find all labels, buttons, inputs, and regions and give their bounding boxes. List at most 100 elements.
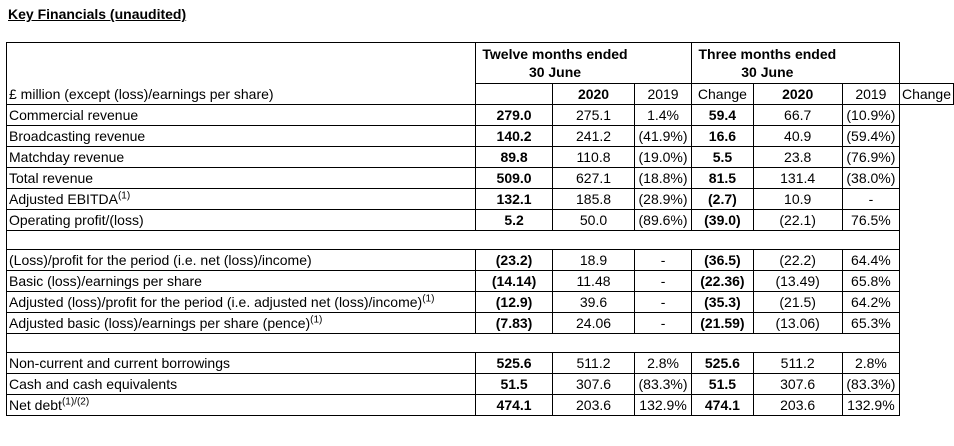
table-cell: (12.9) <box>474 291 554 313</box>
table-cell: 279.0 <box>474 104 554 126</box>
row-label: Net debt(1)/(2) <box>6 394 476 416</box>
table-cell: 11.48 <box>552 270 635 292</box>
row-label: Adjusted EBITDA(1) <box>6 188 476 210</box>
page-title: Key Financials (unaudited) <box>8 6 187 22</box>
table-row: Operating profit/(loss) 5.2 50.0 (89.6%) (39… <box>6 209 954 231</box>
table-cell: 132.1 <box>474 188 554 210</box>
table-cell: (22.1) <box>752 209 843 231</box>
table-cell: 509.0 <box>474 167 554 189</box>
table-cell: (36.5) <box>691 249 754 271</box>
table-row: Basic (loss)/earnings per share (14.14) 11… <box>6 270 954 292</box>
table-cell: 5.5 <box>691 146 754 168</box>
table-cell: (10.9%) <box>841 104 900 126</box>
table-cell: 132.9% <box>841 394 900 416</box>
table-cell: (22.2) <box>752 249 843 271</box>
table-row: Net debt(1)/(2) 474.1 203.6 132.9% 474.1 203.… <box>6 394 954 416</box>
table-row: Non-current and current borrowings 525.6 5… <box>6 352 954 374</box>
table-cell: 51.5 <box>691 373 754 395</box>
row-label: (Loss)/profit for the period (i.e. net (… <box>6 249 476 271</box>
row-label: Cash and cash equivalents <box>6 373 476 395</box>
table-row: (Loss)/profit for the period (i.e. net (… <box>6 249 954 271</box>
footnote-marker: (1)/(2) <box>61 396 90 408</box>
table-cell: 525.6 <box>691 352 754 374</box>
col-2020-three: 2020 <box>752 83 843 105</box>
table-cell: 64.4% <box>841 249 900 271</box>
table-cell: 307.6 <box>552 373 635 395</box>
table-cell: - <box>633 312 693 334</box>
table-cell: 474.1 <box>691 394 754 416</box>
table-cell: 10.9 <box>752 188 843 210</box>
table-cell: - <box>633 270 693 292</box>
table-cell: (39.0) <box>691 209 754 231</box>
table-cell: 1.4% <box>633 104 693 126</box>
table-row: Broadcasting revenue 140.2 241.2 (41.9%) 16.… <box>6 125 954 147</box>
section-spacer <box>6 230 954 250</box>
row-label: Broadcasting revenue <box>6 125 476 147</box>
row-label: Adjusted basic (loss)/earnings per share… <box>6 312 476 334</box>
table-cell: 39.6 <box>552 291 635 313</box>
table-cell: 140.2 <box>474 125 554 147</box>
table-cell: 627.1 <box>552 167 635 189</box>
table-cell: (21.5) <box>752 291 843 313</box>
footnote-marker: (1) <box>117 190 131 202</box>
table-cell: 511.2 <box>552 352 635 374</box>
row-label: Adjusted (loss)/profit for the period (i… <box>6 291 476 313</box>
table-cell: 89.8 <box>474 146 554 168</box>
table-cell: 525.6 <box>474 352 554 374</box>
table-cell: 51.5 <box>474 373 554 395</box>
table-cell: 76.5% <box>841 209 900 231</box>
table-cell: 241.2 <box>552 125 635 147</box>
table-cell: (23.2) <box>474 249 554 271</box>
financials-table: £ million (except (loss)/earnings per sh… <box>6 42 954 416</box>
table-cell: (13.49) <box>752 270 843 292</box>
table-cell: (41.9%) <box>633 125 693 147</box>
row-label: Basic (loss)/earnings per share <box>6 270 476 292</box>
table-cell: 203.6 <box>752 394 843 416</box>
table-cell: (19.0%) <box>633 146 693 168</box>
table-cell: (18.8%) <box>633 167 693 189</box>
table-cell: 132.9% <box>633 394 693 416</box>
table-cell: (13.06) <box>752 312 843 334</box>
table-cell: 65.3% <box>841 312 900 334</box>
table-row: Cash and cash equivalents 51.5 307.6 (83.3%… <box>6 373 954 395</box>
table-cell: (35.3) <box>691 291 754 313</box>
col-2019-twelve: 2019 <box>633 83 693 105</box>
table-cell: (2.7) <box>691 188 754 210</box>
three-months-header: Three months ended 30 June <box>691 42 843 84</box>
table-cell: 185.8 <box>552 188 635 210</box>
table-cell: (14.14) <box>474 270 554 292</box>
table-cell: (7.83) <box>474 312 554 334</box>
table-cell: - <box>633 291 693 313</box>
row-label: Operating profit/(loss) <box>6 209 476 231</box>
table-cell: 511.2 <box>752 352 843 374</box>
table-cell: - <box>841 188 900 210</box>
table-cell: 131.4 <box>752 167 843 189</box>
row-label: Matchday revenue <box>6 146 476 168</box>
table-cell: 59.4 <box>691 104 754 126</box>
col-2020-twelve: 2020 <box>552 83 635 105</box>
table-cell: 16.6 <box>691 125 754 147</box>
table-cell: 40.9 <box>752 125 843 147</box>
table-cell: (38.0%) <box>841 167 900 189</box>
table-cell: 110.8 <box>552 146 635 168</box>
footnote-marker: (1) <box>310 314 323 326</box>
table-cell: (76.9%) <box>841 146 900 168</box>
table-cell: (83.3%) <box>633 373 693 395</box>
table-row: Commercial revenue 279.0 275.1 1.4% 59.4 66.7… <box>6 104 954 126</box>
table-cell: 64.2% <box>841 291 900 313</box>
table-cell: 474.1 <box>474 394 554 416</box>
table-cell: (89.6%) <box>633 209 693 231</box>
table-cell: 81.5 <box>691 167 754 189</box>
col-change-twelve: Change <box>691 83 754 105</box>
table-cell: 307.6 <box>752 373 843 395</box>
table-row: Adjusted EBITDA(1) 132.1 185.8 (28.9%) (2.7)… <box>6 188 954 210</box>
twelve-months-header: Twelve months ended 30 June <box>474 42 635 84</box>
row-label: Commercial revenue <box>6 104 476 126</box>
table-row: Total revenue 509.0 627.1 (18.8%) 81.5 131.4(… <box>6 167 954 189</box>
table-cell: 5.2 <box>474 209 554 231</box>
table-cell: 66.7 <box>752 104 843 126</box>
table-row: Adjusted basic (loss)/earnings per share… <box>6 312 954 334</box>
footnote-marker: (1) <box>422 293 435 305</box>
table-cell: (59.4%) <box>841 125 900 147</box>
table-cell: 2.8% <box>841 352 900 374</box>
